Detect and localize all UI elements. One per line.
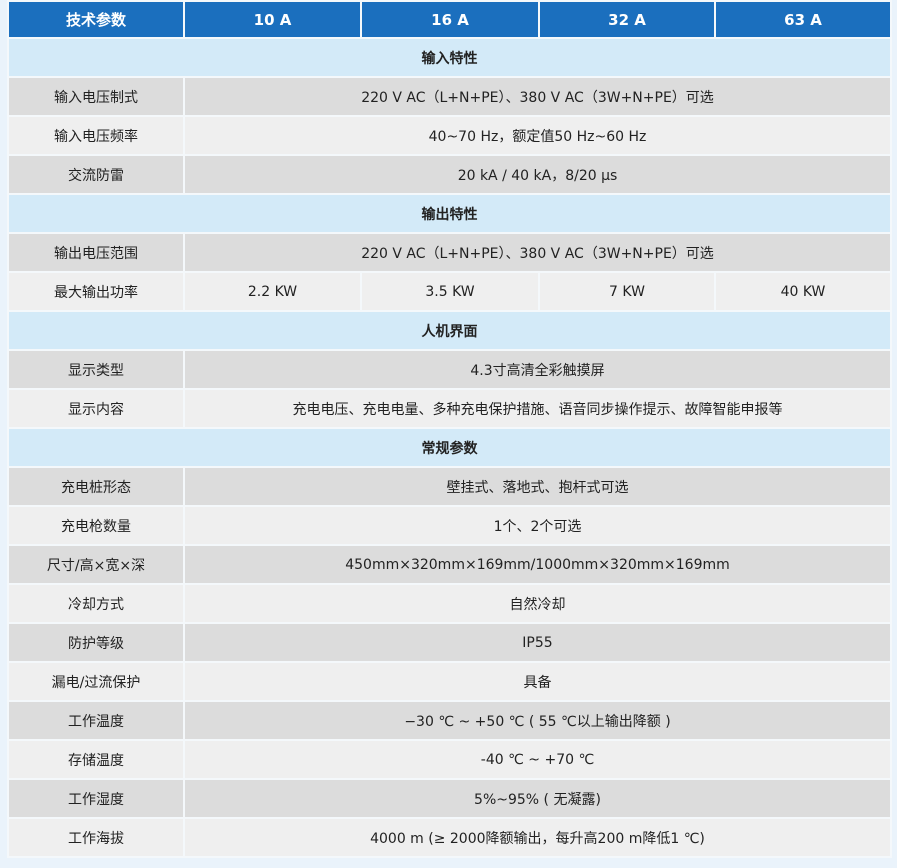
table-row: 工作海拔 4000 m (≥ 2000降额输出，每升高200 m降低1 ℃) <box>7 817 892 858</box>
param-value: 3.5 KW <box>360 271 540 312</box>
section-row: 常规参数 <box>7 427 892 468</box>
param-value: −30 ℃ ~ +50 ℃ ( 55 ℃以上输出降额 ) <box>183 700 892 741</box>
param-value: 5%~95% ( 无凝露) <box>183 778 892 819</box>
param-label: 冷却方式 <box>7 583 185 624</box>
param-value: 自然冷却 <box>183 583 892 624</box>
param-value: -40 ℃ ~ +70 ℃ <box>183 739 892 780</box>
param-label: 输入电压频率 <box>7 115 185 156</box>
header-cell: 32 A <box>538 0 716 39</box>
param-label: 尺寸/高×宽×深 <box>7 544 185 585</box>
param-label: 交流防雷 <box>7 154 185 195</box>
section-row: 输入特性 <box>7 37 892 78</box>
section-row: 输出特性 <box>7 193 892 234</box>
table-row: 显示类型 4.3寸高清全彩触摸屏 <box>7 349 892 390</box>
param-value: 壁挂式、落地式、抱杆式可选 <box>183 466 892 507</box>
param-value: 2.2 KW <box>183 271 362 312</box>
param-value: 具备 <box>183 661 892 702</box>
table-row: 输入电压频率 40~70 Hz，额定值50 Hz~60 Hz <box>7 115 892 156</box>
table-row: 防护等级 IP55 <box>7 622 892 663</box>
param-value: 充电电压、充电电量、多种充电保护措施、语音同步操作提示、故障智能申报等 <box>183 388 892 429</box>
param-value: 7 KW <box>538 271 716 312</box>
param-value: 4000 m (≥ 2000降额输出，每升高200 m降低1 ℃) <box>183 817 892 858</box>
section-row: 人机界面 <box>7 310 892 351</box>
param-value: 20 kA / 40 kA，8/20 μs <box>183 154 892 195</box>
param-value: 40 KW <box>714 271 892 312</box>
param-value: 40~70 Hz，额定值50 Hz~60 Hz <box>183 115 892 156</box>
table-row: 存储温度 -40 ℃ ~ +70 ℃ <box>7 739 892 780</box>
table-row: 冷却方式 自然冷却 <box>7 583 892 624</box>
param-label: 防护等级 <box>7 622 185 663</box>
section-title: 输入特性 <box>7 37 892 78</box>
param-label: 显示类型 <box>7 349 185 390</box>
param-label: 漏电/过流保护 <box>7 661 185 702</box>
table-row: 工作湿度 5%~95% ( 无凝露) <box>7 778 892 819</box>
header-cell: 技术参数 <box>7 0 185 39</box>
table-row: 输出电压范围 220 V AC（L+N+PE）、380 V AC（3W+N+PE）… <box>7 232 892 273</box>
table-row: 工作温度 −30 ℃ ~ +50 ℃ ( 55 ℃以上输出降额 ) <box>7 700 892 741</box>
param-value: IP55 <box>183 622 892 663</box>
header-cell: 10 A <box>183 0 362 39</box>
table-row: 充电枪数量 1个、2个可选 <box>7 505 892 546</box>
param-label: 工作海拔 <box>7 817 185 858</box>
spec-table: 技术参数 10 A 16 A 32 A 63 A 输入特性 输入电压制式 220 V… <box>7 0 892 858</box>
table-row: 显示内容 充电电压、充电电量、多种充电保护措施、语音同步操作提示、故障智能申报等 <box>7 388 892 429</box>
param-value: 4.3寸高清全彩触摸屏 <box>183 349 892 390</box>
section-title: 常规参数 <box>7 427 892 468</box>
param-label: 充电桩形态 <box>7 466 185 507</box>
section-title: 人机界面 <box>7 310 892 351</box>
param-label: 工作温度 <box>7 700 185 741</box>
param-label: 输入电压制式 <box>7 76 185 117</box>
param-label: 充电枪数量 <box>7 505 185 546</box>
table-row: 漏电/过流保护 具备 <box>7 661 892 702</box>
section-title: 输出特性 <box>7 193 892 234</box>
table-row: 最大输出功率 2.2 KW 3.5 KW 7 KW 40 KW <box>7 271 892 312</box>
param-value: 450mm×320mm×169mm/1000mm×320mm×169mm <box>183 544 892 585</box>
table-row: 交流防雷 20 kA / 40 kA，8/20 μs <box>7 154 892 195</box>
param-label: 输出电压范围 <box>7 232 185 273</box>
param-label: 显示内容 <box>7 388 185 429</box>
param-label: 存储温度 <box>7 739 185 780</box>
header-cell: 16 A <box>360 0 540 39</box>
header-cell: 63 A <box>714 0 892 39</box>
param-label: 工作湿度 <box>7 778 185 819</box>
table-row: 尺寸/高×宽×深 450mm×320mm×169mm/1000mm×320mm×1… <box>7 544 892 585</box>
param-value: 220 V AC（L+N+PE）、380 V AC（3W+N+PE）可选 <box>183 232 892 273</box>
param-value: 1个、2个可选 <box>183 505 892 546</box>
param-label: 最大输出功率 <box>7 271 185 312</box>
table-header: 技术参数 10 A 16 A 32 A 63 A <box>7 0 892 39</box>
param-value: 220 V AC（L+N+PE）、380 V AC（3W+N+PE）可选 <box>183 76 892 117</box>
table-row: 充电桩形态 壁挂式、落地式、抱杆式可选 <box>7 466 892 507</box>
table-row: 输入电压制式 220 V AC（L+N+PE）、380 V AC（3W+N+PE）… <box>7 76 892 117</box>
